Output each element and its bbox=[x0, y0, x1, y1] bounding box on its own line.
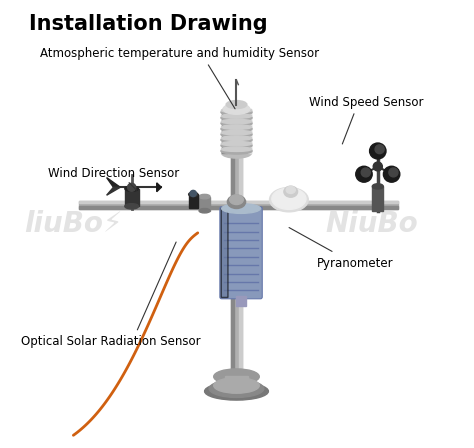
Bar bbox=[189, 194, 198, 207]
Ellipse shape bbox=[214, 378, 259, 393]
Circle shape bbox=[370, 143, 386, 159]
Polygon shape bbox=[157, 183, 161, 192]
Circle shape bbox=[356, 166, 372, 182]
Ellipse shape bbox=[221, 148, 252, 154]
Ellipse shape bbox=[222, 204, 260, 213]
Ellipse shape bbox=[214, 369, 259, 384]
Bar bbox=[199, 197, 210, 211]
Circle shape bbox=[373, 162, 383, 171]
Bar bbox=[237, 296, 246, 306]
Text: Pyranometer: Pyranometer bbox=[317, 257, 393, 270]
Ellipse shape bbox=[125, 186, 138, 191]
Text: Installation Drawing: Installation Drawing bbox=[29, 14, 268, 34]
Text: liuBo⚡: liuBo⚡ bbox=[25, 210, 123, 238]
Circle shape bbox=[383, 166, 400, 182]
Bar bbox=[372, 186, 383, 211]
Ellipse shape bbox=[221, 120, 252, 126]
Ellipse shape bbox=[209, 380, 264, 397]
Ellipse shape bbox=[189, 192, 198, 197]
Bar bbox=[222, 109, 227, 153]
FancyBboxPatch shape bbox=[221, 208, 228, 297]
Ellipse shape bbox=[222, 148, 251, 158]
Bar bbox=[231, 113, 234, 388]
Ellipse shape bbox=[228, 195, 246, 208]
Circle shape bbox=[128, 183, 136, 191]
Ellipse shape bbox=[221, 125, 252, 129]
Bar bbox=[222, 109, 251, 153]
Ellipse shape bbox=[286, 186, 295, 194]
Ellipse shape bbox=[125, 204, 138, 209]
Circle shape bbox=[190, 190, 196, 197]
Ellipse shape bbox=[226, 100, 247, 108]
Circle shape bbox=[375, 145, 384, 154]
Polygon shape bbox=[107, 187, 120, 195]
Ellipse shape bbox=[221, 131, 252, 138]
Ellipse shape bbox=[221, 147, 252, 151]
Ellipse shape bbox=[221, 114, 252, 118]
Ellipse shape bbox=[221, 115, 252, 121]
Ellipse shape bbox=[205, 383, 268, 400]
FancyBboxPatch shape bbox=[220, 207, 262, 299]
Ellipse shape bbox=[221, 108, 252, 113]
Ellipse shape bbox=[223, 103, 250, 114]
Bar bbox=[239, 113, 242, 388]
Ellipse shape bbox=[221, 142, 252, 146]
Ellipse shape bbox=[199, 208, 210, 213]
Text: Optical Solar Radiation Sensor: Optical Solar Radiation Sensor bbox=[21, 335, 201, 348]
Circle shape bbox=[389, 168, 398, 177]
Ellipse shape bbox=[230, 195, 243, 205]
Ellipse shape bbox=[221, 109, 252, 116]
Ellipse shape bbox=[221, 126, 252, 132]
Ellipse shape bbox=[272, 188, 306, 209]
Ellipse shape bbox=[221, 119, 252, 124]
Circle shape bbox=[361, 168, 370, 177]
Bar bbox=[225, 376, 248, 385]
Bar bbox=[248, 109, 251, 153]
Text: Wind Speed Sensor: Wind Speed Sensor bbox=[309, 96, 424, 109]
Ellipse shape bbox=[221, 137, 252, 143]
Polygon shape bbox=[107, 177, 120, 187]
Text: Atmospheric temperature and humidity Sensor: Atmospheric temperature and humidity Sen… bbox=[40, 47, 319, 60]
Ellipse shape bbox=[221, 130, 252, 135]
Text: Wind Direction Sensor: Wind Direction Sensor bbox=[48, 167, 179, 180]
Bar bbox=[125, 189, 138, 206]
Ellipse shape bbox=[199, 194, 210, 199]
Ellipse shape bbox=[221, 142, 252, 149]
Bar bbox=[79, 201, 398, 203]
Ellipse shape bbox=[372, 184, 383, 189]
Bar bbox=[79, 206, 398, 208]
Text: NiuBo: NiuBo bbox=[325, 210, 418, 238]
Ellipse shape bbox=[221, 136, 252, 140]
Bar bbox=[285, 195, 292, 208]
Ellipse shape bbox=[284, 186, 298, 197]
Ellipse shape bbox=[270, 188, 308, 212]
Bar bbox=[79, 201, 398, 208]
Bar bbox=[231, 113, 242, 388]
